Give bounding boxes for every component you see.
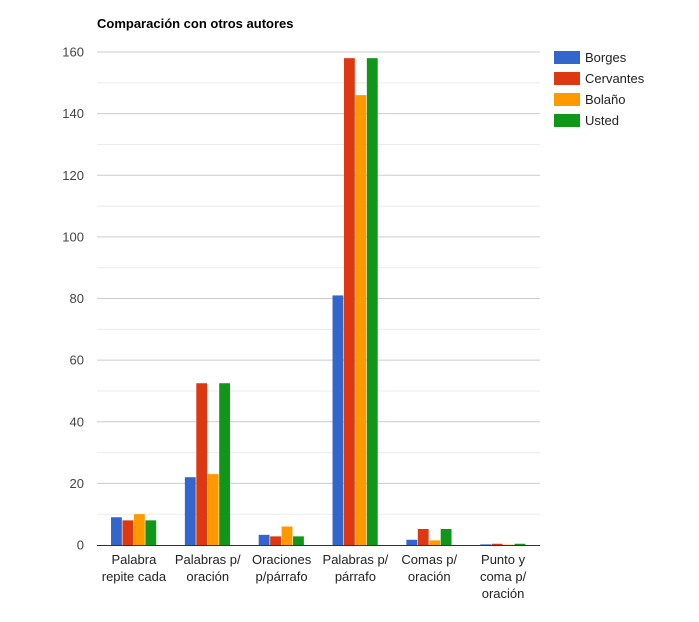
bar-cervantes-4 [417, 528, 429, 545]
x-category-label: oración [482, 586, 525, 601]
bar-bolaño-5 [503, 544, 514, 546]
legend-label-borges: Borges [585, 50, 627, 65]
bar-usted-4 [440, 528, 452, 545]
legend-label-bolaño: Bolaño [585, 92, 625, 107]
x-category-label: p/párrafo [256, 569, 308, 584]
y-tick-label: 120 [62, 168, 84, 183]
y-tick-label: 140 [62, 106, 84, 121]
bar-borges-0 [111, 517, 122, 545]
legend-swatch-usted [554, 114, 580, 127]
x-category-label: Palabras p/ [175, 552, 241, 567]
bar-bolaño-0 [133, 514, 145, 545]
bar-bolaño-4 [429, 540, 441, 545]
y-tick-label: 160 [62, 45, 84, 60]
chart-title: Comparación con otros autores [97, 16, 293, 31]
bar-cervantes-1 [196, 383, 208, 545]
x-category-label: Punto y [481, 552, 526, 567]
x-category-label: oración [408, 569, 451, 584]
legend-swatch-bolaño [554, 93, 580, 106]
bar-bolaño-2 [281, 526, 293, 545]
bar-usted-0 [145, 520, 157, 545]
bar-cervantes-0 [122, 520, 134, 545]
x-category-label: Palabras p/ [323, 552, 389, 567]
bar-cervantes-5 [491, 543, 503, 545]
y-tick-label: 80 [70, 291, 84, 306]
x-category-label: Palabra [112, 552, 158, 567]
bar-borges-1 [184, 477, 196, 545]
bars [111, 58, 526, 546]
y-tick-label: 20 [70, 476, 84, 491]
legend-swatch-cervantes [554, 72, 580, 85]
bar-cervantes-2 [270, 536, 281, 545]
legend: Borges Cervantes Bolaño Usted [554, 50, 645, 128]
x-category-label: coma p/ [480, 569, 527, 584]
bar-usted-5 [514, 543, 526, 545]
legend-label-usted: Usted [585, 113, 619, 128]
y-tick-label: 100 [62, 229, 84, 244]
y-tick-label: 0 [77, 538, 84, 553]
x-axis: Palabra repite cada Palabras p/oración Orac… [102, 552, 527, 601]
bar-bolaño-1 [207, 474, 219, 545]
bar-borges-5 [480, 544, 492, 545]
legend-swatch-borges [554, 51, 580, 64]
grid-lines [97, 51, 540, 515]
bar-usted-3 [366, 58, 378, 545]
bar-usted-2 [293, 536, 304, 545]
bar-borges-2 [258, 534, 270, 545]
x-category-label: oración [186, 569, 229, 584]
bar-borges-3 [332, 295, 344, 545]
bar-usted-1 [219, 383, 231, 545]
y-tick-label: 60 [70, 353, 84, 368]
x-category-label: Comas p/ [401, 552, 457, 567]
legend-label-cervantes: Cervantes [585, 71, 645, 86]
x-category-label: Oraciones [252, 552, 312, 567]
bar-bolaño-3 [355, 95, 367, 545]
x-category-label: párrafo [335, 569, 376, 584]
bar-cervantes-3 [343, 58, 355, 545]
y-axis: 0 20 40 60 80 100 120 140 160 [62, 45, 84, 553]
y-tick-label: 40 [70, 414, 84, 429]
bar-borges-4 [406, 539, 418, 545]
x-category-label: repite cada [102, 569, 167, 584]
